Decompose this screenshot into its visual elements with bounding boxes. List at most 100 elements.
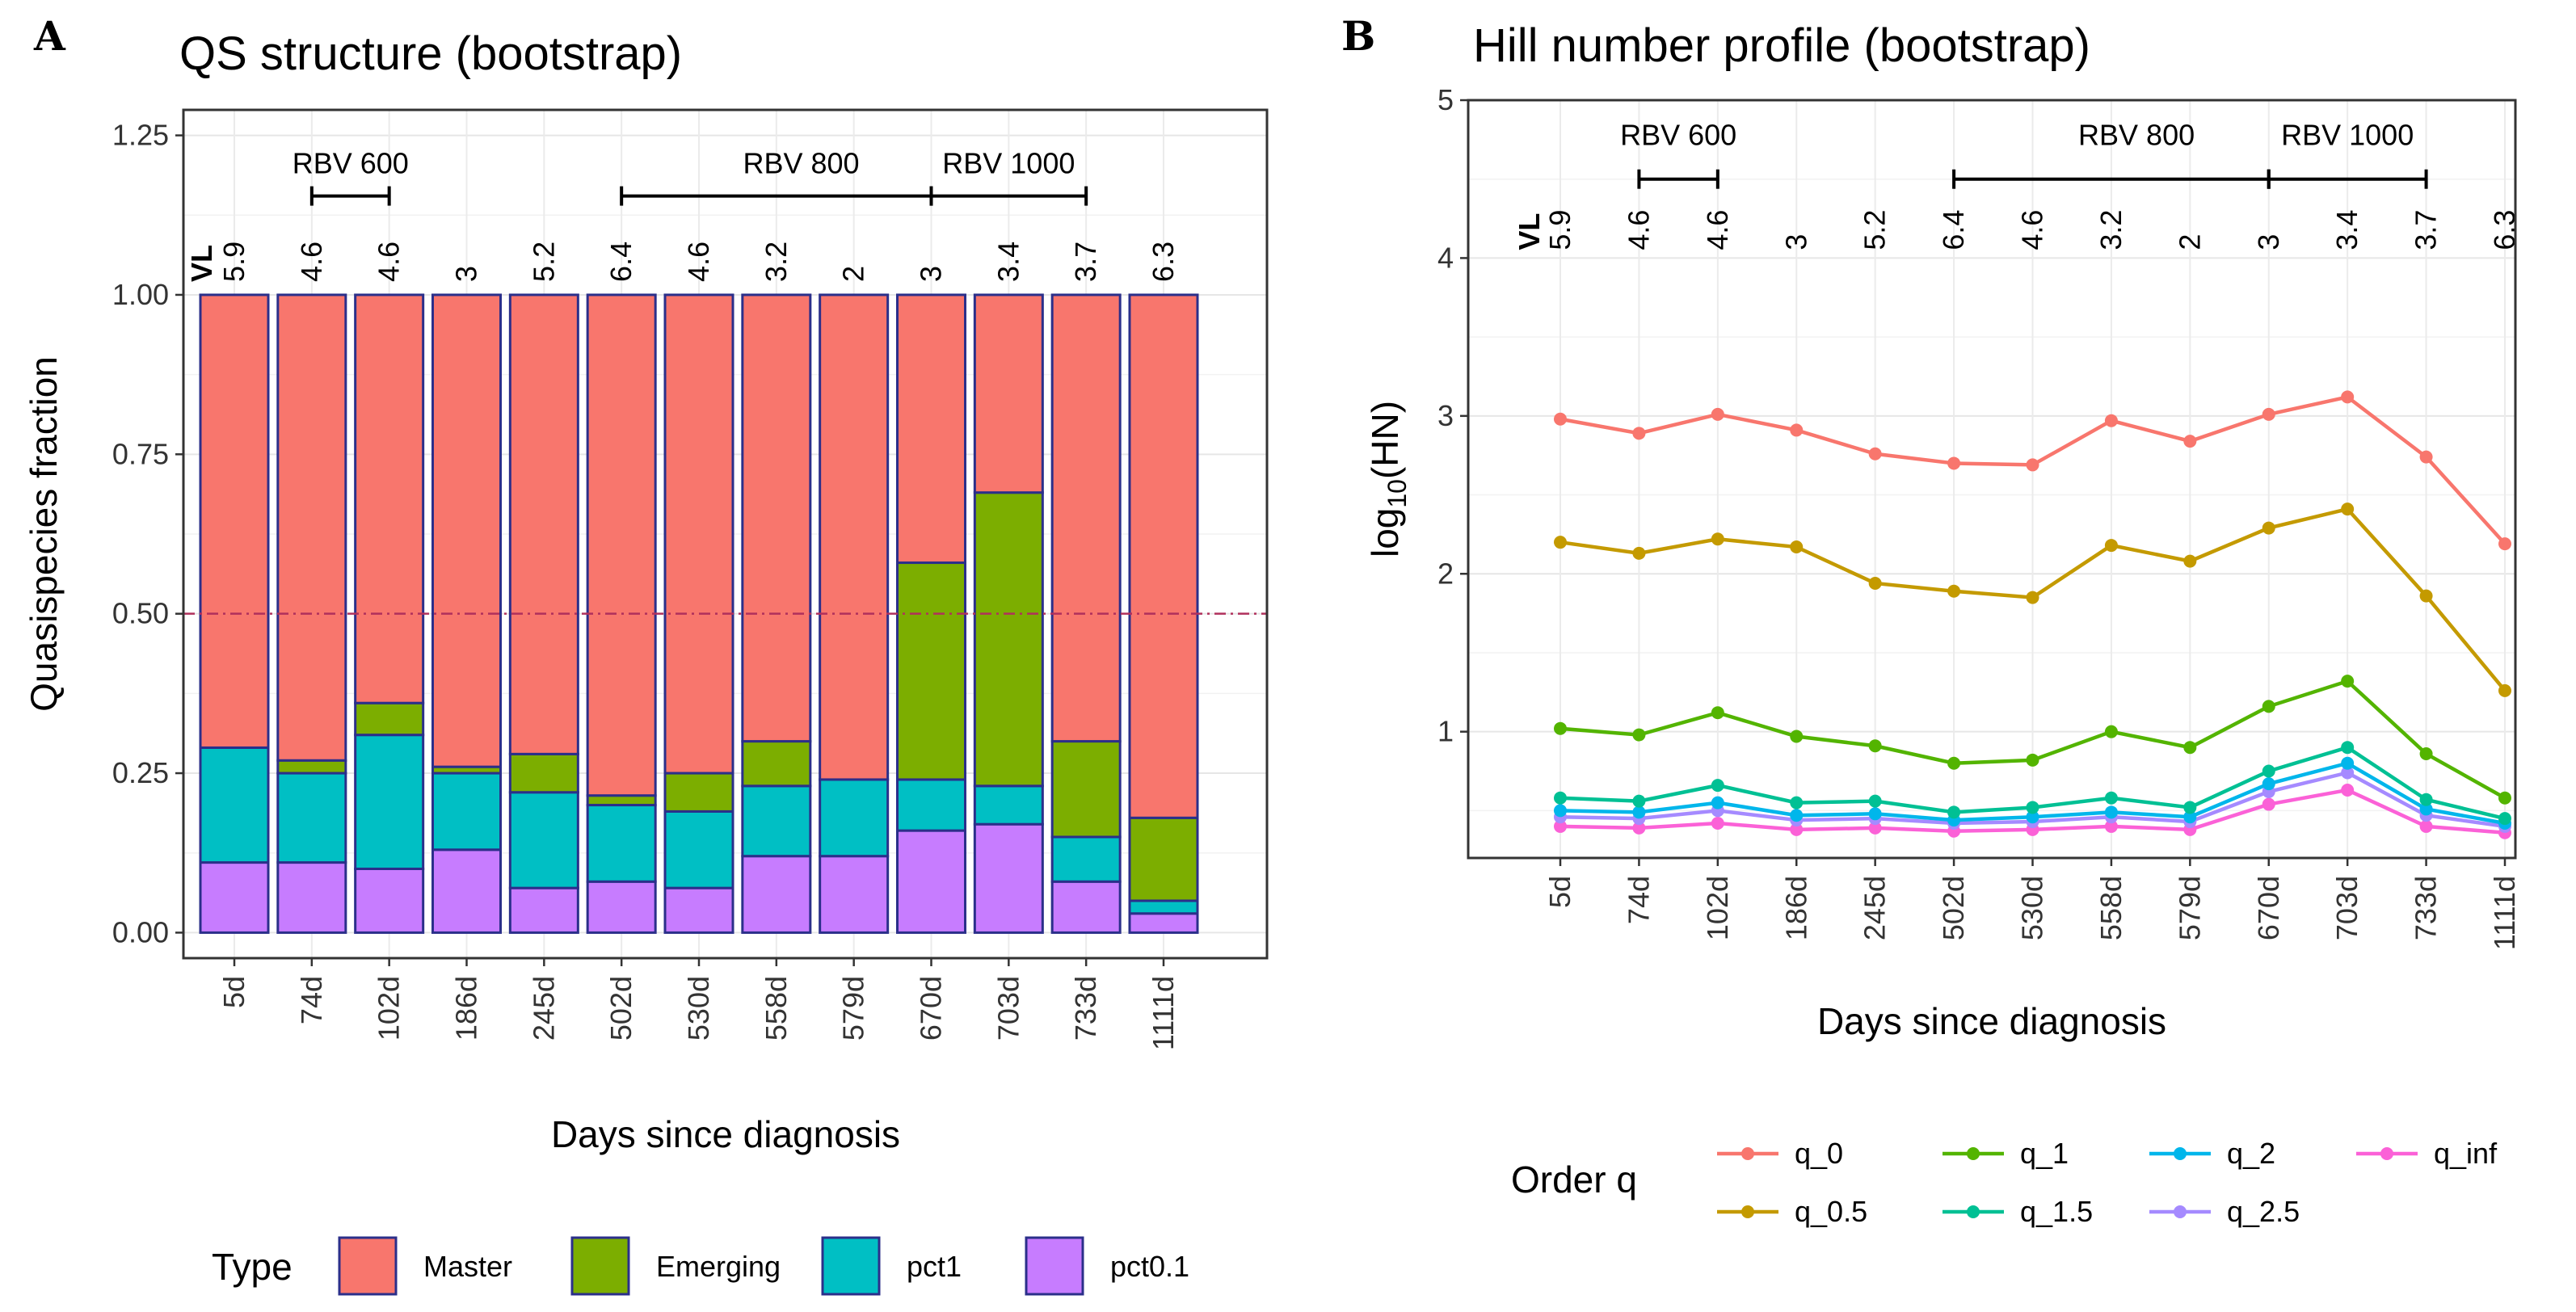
bar-Master-1111d bbox=[1128, 293, 1199, 819]
legend-label: Emerging bbox=[656, 1250, 781, 1283]
point-q_0-703d bbox=[2341, 390, 2355, 404]
point-q_1-102d bbox=[1711, 706, 1724, 720]
panel-a-legend-title: Type bbox=[212, 1246, 293, 1288]
legend-label: q_1 bbox=[2020, 1137, 2069, 1170]
point-q_1-703d bbox=[2341, 675, 2355, 688]
panel-a-x-tick-label: 245d bbox=[527, 976, 560, 1041]
legend-key-point-q_1 bbox=[1967, 1147, 1980, 1160]
point-q_15-558d bbox=[2104, 791, 2118, 805]
legend-key-Master bbox=[338, 1236, 398, 1296]
point-q_0-5d bbox=[1554, 412, 1567, 426]
point-q_1-5d bbox=[1554, 721, 1567, 735]
point-q_05-670d bbox=[2262, 521, 2275, 535]
bar-Master-670d bbox=[896, 293, 966, 565]
bar-Emerging-1111d bbox=[1128, 816, 1199, 902]
point-q_05-502d bbox=[1947, 584, 1961, 598]
bar-Master-502d bbox=[586, 293, 657, 797]
bar-pct1-102d bbox=[354, 734, 425, 870]
bar-pct01-703d bbox=[973, 822, 1044, 934]
point-q_0-102d bbox=[1711, 407, 1724, 421]
bar-Master-579d bbox=[819, 293, 890, 781]
bar-pct01-558d bbox=[741, 855, 812, 934]
rbv-label: RBV 1000 bbox=[942, 147, 1075, 180]
point-q_inf-558d bbox=[2104, 819, 2118, 833]
point-q_2-245d bbox=[1868, 807, 1882, 821]
vl-value: 4.6 bbox=[1701, 210, 1734, 250]
point-q_15-579d bbox=[2183, 801, 2197, 814]
vl-value: 5.2 bbox=[1858, 210, 1892, 250]
point-q_05-703d bbox=[2341, 503, 2355, 516]
bar-pct1-74d bbox=[276, 772, 347, 864]
point-q_inf-186d bbox=[1790, 822, 1804, 836]
point-q_0-530d bbox=[2026, 458, 2039, 472]
point-q_15-733d bbox=[2419, 793, 2433, 806]
panel-b-x-tick-label: 245d bbox=[1858, 876, 1892, 940]
point-q_0-670d bbox=[2262, 407, 2275, 421]
legend-label: q_0.5 bbox=[1795, 1195, 1867, 1228]
bar-pct01-74d bbox=[276, 861, 347, 934]
vl-value: 5.2 bbox=[527, 242, 560, 282]
panel-a-x-tick-label: 5d bbox=[217, 976, 250, 1008]
legend-key-point-q_0 bbox=[1741, 1147, 1754, 1160]
rbv-label: RBV 1000 bbox=[2281, 119, 2414, 152]
panel-a-y-tick-label: 0.75 bbox=[112, 437, 169, 470]
point-q_inf-245d bbox=[1868, 821, 1882, 835]
point-q_05-102d bbox=[1711, 532, 1724, 546]
vl-value: 4.6 bbox=[1622, 210, 1655, 250]
panel-b-x-tick-label: 530d bbox=[2016, 876, 2049, 940]
vl-value: 2 bbox=[837, 266, 870, 282]
panel-a-y-tick-label: 0.25 bbox=[112, 756, 169, 789]
rbv-label: RBV 800 bbox=[743, 147, 859, 180]
point-q_15-102d bbox=[1711, 779, 1724, 793]
bar-pct01-530d bbox=[663, 886, 734, 934]
bar-pct01-102d bbox=[354, 867, 425, 934]
point-q_1-1111d bbox=[2498, 791, 2511, 805]
point-q_inf-733d bbox=[2419, 819, 2433, 833]
point-q_25-703d bbox=[2341, 766, 2355, 780]
panel-a-x-tick-label: 733d bbox=[1069, 976, 1102, 1041]
bar-Emerging-74d bbox=[276, 759, 347, 775]
point-q_2-558d bbox=[2104, 805, 2118, 819]
panel-b-y-tick-label: 2 bbox=[1437, 557, 1454, 590]
bar-pct01-5d bbox=[199, 861, 270, 934]
point-q_1-733d bbox=[2419, 747, 2433, 761]
point-q_2-186d bbox=[1790, 809, 1804, 822]
point-q_15-502d bbox=[1947, 805, 1961, 819]
vl-value: 3 bbox=[1779, 234, 1812, 250]
legend-label: q_1.5 bbox=[2020, 1195, 2093, 1228]
point-q_15-703d bbox=[2341, 741, 2355, 755]
panel-b-x-tick-label: 670d bbox=[2252, 876, 2285, 940]
point-q_2-703d bbox=[2341, 756, 2355, 770]
point-q_1-502d bbox=[1947, 756, 1961, 770]
vl-value: 6.4 bbox=[1937, 210, 1970, 250]
bar-pct1-1111d bbox=[1128, 899, 1199, 915]
panel-a-x-tick-label: 670d bbox=[915, 976, 948, 1041]
bar-Emerging-670d bbox=[896, 561, 966, 781]
vl-value: 3 bbox=[2252, 234, 2285, 250]
bar-pct1-502d bbox=[586, 804, 657, 883]
point-q_15-74d bbox=[1632, 794, 1646, 808]
point-q_05-530d bbox=[2026, 591, 2039, 604]
panel-b-legend: Order q q_0 q_1 q_2 q_inf q_0.5 q_1.5 q_2.5 bbox=[1511, 1137, 2498, 1228]
bar-Emerging-733d bbox=[1050, 740, 1122, 839]
point-q_05-558d bbox=[2104, 539, 2118, 553]
point-q_0-579d bbox=[2183, 435, 2197, 448]
bar-Master-5d bbox=[199, 293, 270, 749]
legend-label: q_2 bbox=[2227, 1137, 2275, 1170]
rbv-label: RBV 800 bbox=[2078, 119, 2195, 152]
vl-value: 5.9 bbox=[217, 242, 250, 282]
bar-pct1-245d bbox=[508, 791, 579, 889]
vl-value: 3.4 bbox=[2330, 210, 2363, 250]
bar-Master-530d bbox=[663, 293, 734, 775]
vl-value: 3 bbox=[915, 266, 948, 282]
bar-Master-703d bbox=[973, 293, 1044, 494]
bar-pct01-579d bbox=[819, 855, 890, 934]
bar-pct1-703d bbox=[973, 784, 1044, 826]
panel-b-x-tick-label: 558d bbox=[2094, 876, 2128, 940]
panel-b-x-tick-label: 733d bbox=[2410, 876, 2443, 940]
panel-a-frame bbox=[182, 108, 1269, 960]
panel-a-x-tick-label: 1111d bbox=[1147, 976, 1180, 1050]
panel-a-y-tick-label: 0.50 bbox=[112, 597, 169, 630]
panel-b-y-tick-label: 1 bbox=[1437, 715, 1454, 748]
legend-label: q_0 bbox=[1795, 1137, 1843, 1170]
